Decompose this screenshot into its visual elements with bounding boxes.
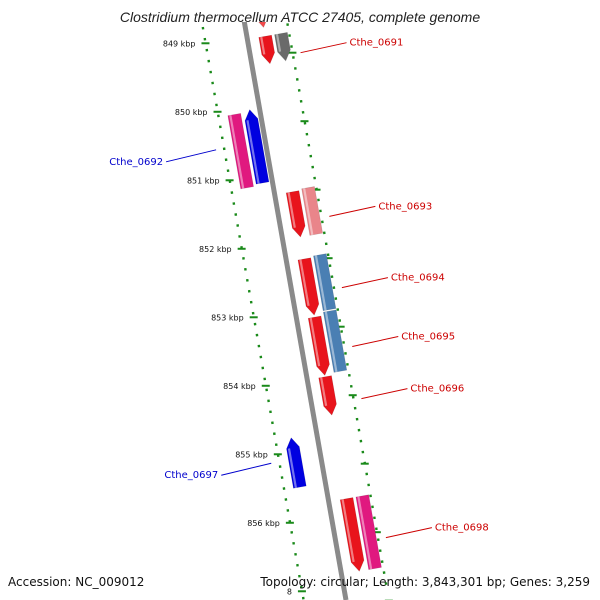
tick-label: 8 xyxy=(287,587,292,596)
gene-leader-line xyxy=(165,149,217,163)
reverse-strand-guide xyxy=(201,26,305,600)
tick-label: 856 kbp xyxy=(247,519,280,528)
gene-label-Cthe_0695[interactable]: Cthe_0695 xyxy=(401,332,455,343)
gene-body[interactable] xyxy=(301,186,323,236)
gene-Cthe_0698[interactable] xyxy=(355,494,382,570)
gene-features xyxy=(227,0,382,572)
gene-g-0694-red[interactable] xyxy=(297,257,320,316)
gene-highlight xyxy=(357,496,373,570)
tick-label: 850 kbp xyxy=(175,108,208,117)
gene-highlight xyxy=(324,311,338,373)
gene-body[interactable] xyxy=(297,257,320,316)
gene-Cthe_0692-pink[interactable] xyxy=(227,113,254,190)
gene-body[interactable] xyxy=(227,113,254,190)
gene-body[interactable] xyxy=(339,497,365,572)
gene-label-Cthe_0691[interactable]: Cthe_0691 xyxy=(350,38,404,49)
gene-highlight xyxy=(287,448,297,489)
gene-highlight xyxy=(260,36,266,55)
gene-label-Cthe_0698[interactable]: Cthe_0698 xyxy=(435,523,489,534)
gene-body[interactable] xyxy=(313,253,337,312)
gene-g-top-a[interactable] xyxy=(252,0,268,28)
kbp-scale: 849 kbp 850 kbp 851 kbp 852 kbp 853 kbp 854 k… xyxy=(163,39,393,600)
gene-highlight xyxy=(299,259,310,306)
tick-label: 851 kbp xyxy=(187,176,220,185)
gene-body[interactable] xyxy=(307,315,330,376)
tick-label: 853 kbp xyxy=(211,313,244,322)
gene-highlight xyxy=(303,188,314,236)
gene-body[interactable] xyxy=(252,0,268,28)
gene-body[interactable] xyxy=(244,109,270,185)
gene-body[interactable] xyxy=(274,32,291,62)
gene-leader-line xyxy=(341,277,388,289)
gene-leader-line xyxy=(221,462,272,476)
gene-leader-line xyxy=(329,205,376,217)
gene-body[interactable] xyxy=(286,437,307,489)
map-plot-area: 849 kbp 850 kbp 851 kbp 852 kbp 853 kbp 854 k… xyxy=(109,0,489,600)
gene-labels: Cthe_0691 Cthe_0692 Cthe_0693 Cthe_0694 Cthe… xyxy=(109,38,489,539)
gene-body[interactable] xyxy=(323,309,348,373)
gene-body[interactable] xyxy=(258,34,275,65)
gene-Cthe_0697[interactable] xyxy=(286,437,307,489)
gene-highlight xyxy=(246,120,260,184)
gene-highlight xyxy=(275,34,282,52)
tick-label: 849 kbp xyxy=(163,39,196,48)
gene-g-0693-red[interactable] xyxy=(285,190,306,238)
gene-leader-line xyxy=(361,388,408,400)
gene-body[interactable] xyxy=(355,494,382,570)
gene-highlight xyxy=(229,114,245,189)
gene-Cthe_0693[interactable] xyxy=(301,186,323,236)
gene-highlight xyxy=(341,499,355,563)
gene-leader-line xyxy=(352,336,399,348)
tick-label: 854 kbp xyxy=(223,382,256,391)
gene-body[interactable] xyxy=(285,190,306,238)
gene-highlight xyxy=(320,377,328,406)
gene-Cthe_0692[interactable] xyxy=(244,109,270,185)
gene-g-0695-red[interactable] xyxy=(307,315,330,376)
gene-highlight xyxy=(287,192,296,228)
gene-leader-line xyxy=(300,42,347,54)
gene-label-Cthe_0692[interactable]: Cthe_0692 xyxy=(109,157,163,168)
accession-text: Accession: NC_009012 xyxy=(8,575,144,589)
gene-label-Cthe_0693[interactable]: Cthe_0693 xyxy=(378,201,432,212)
gene-leader-line xyxy=(385,527,433,539)
gene-highlight xyxy=(314,255,327,311)
gene-g-top-b[interactable] xyxy=(258,34,275,65)
gene-label-Cthe_0696[interactable]: Cthe_0696 xyxy=(410,384,464,395)
tick-label: 852 kbp xyxy=(199,245,232,254)
gene-body[interactable] xyxy=(318,375,337,416)
genome-summary-text: Topology: circular; Length: 3,843,301 bp… xyxy=(259,575,590,589)
gene-g-0698-red[interactable] xyxy=(339,497,365,572)
genome-backbone xyxy=(241,22,349,600)
gene-Cthe_0691[interactable] xyxy=(274,32,291,62)
gene-Cthe_0695[interactable] xyxy=(323,309,348,373)
gene-highlight xyxy=(309,317,321,367)
tick-label: 855 kbp xyxy=(235,450,268,459)
map-title: Clostridium thermocellum ATCC 27405, com… xyxy=(120,9,480,25)
gene-Cthe_0694[interactable] xyxy=(313,253,337,312)
gene-Cthe_0696[interactable] xyxy=(318,375,337,416)
gene-label-Cthe_0697[interactable]: Cthe_0697 xyxy=(164,470,218,481)
gene-label-Cthe_0694[interactable]: Cthe_0694 xyxy=(391,273,445,284)
